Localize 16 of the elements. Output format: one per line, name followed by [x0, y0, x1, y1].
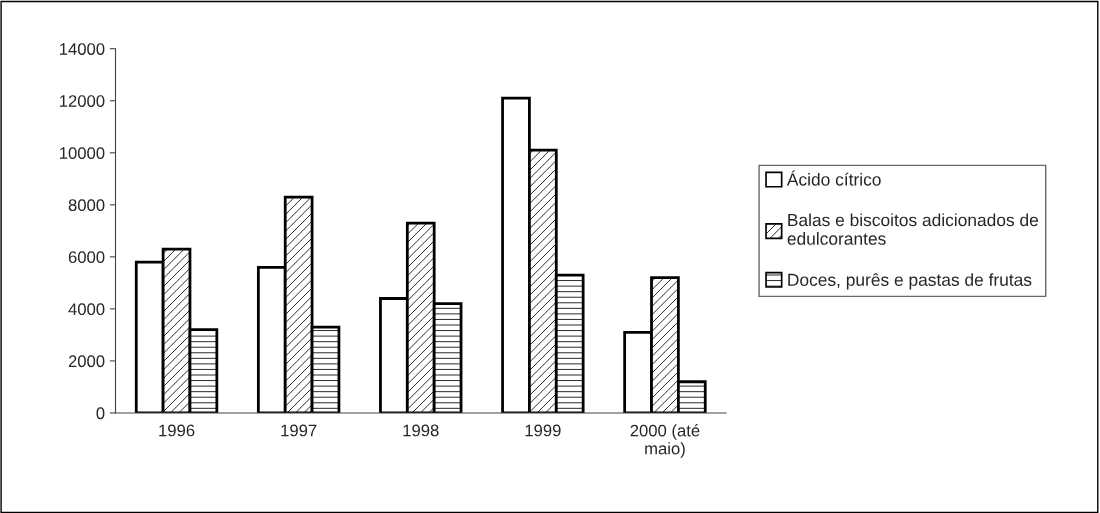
legend-label: Balas e biscoitos adicionados de edulcorantes	[787, 213, 1038, 245]
y-tick-label: 4000	[68, 303, 105, 316]
y-tick-label: 0	[96, 407, 105, 420]
x-tick-label: 1996	[159, 424, 195, 437]
x-tick-label: 1999	[525, 424, 561, 437]
x-tick-label: 2000 (até maio)	[630, 424, 700, 458]
y-tick-label: 8000	[68, 199, 105, 212]
y-tick-label: 2000	[68, 355, 105, 368]
legend-label: Doces, purês e pastas de frutas	[788, 273, 1032, 290]
x-tick-label: 1998	[403, 424, 439, 437]
y-tick-label: 10000	[60, 147, 105, 159]
y-tick-label: 12000	[60, 95, 105, 107]
x-tick-label: 1997	[281, 424, 317, 437]
y-tick-label: 6000	[68, 251, 105, 264]
legend-label: Ácido cítrico	[786, 170, 881, 186]
y-tick-label: 14000	[60, 43, 105, 55]
